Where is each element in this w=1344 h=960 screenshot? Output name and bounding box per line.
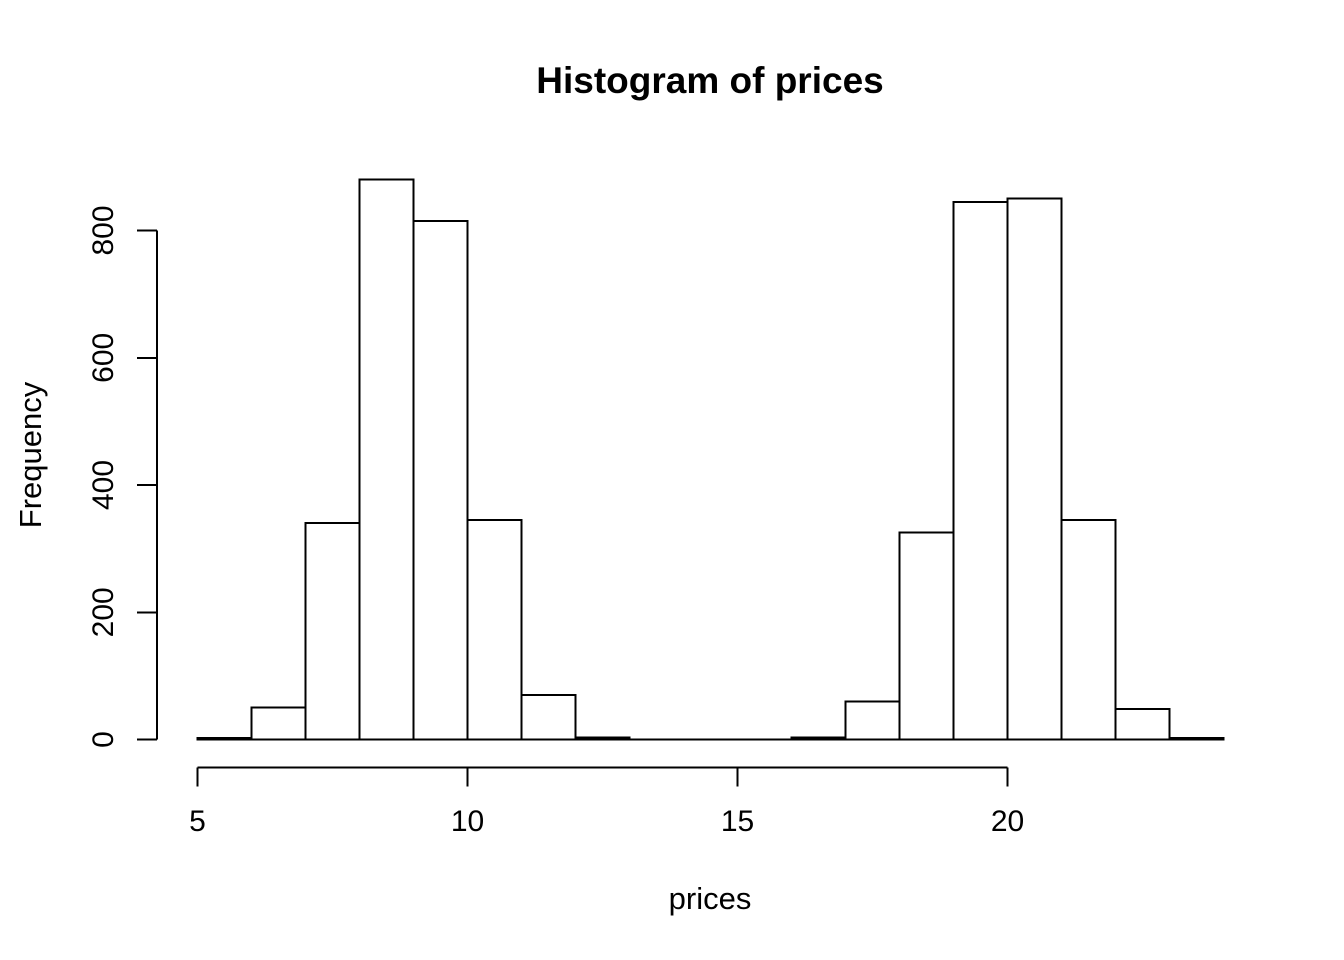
histogram-bar <box>1006 197 1063 741</box>
histogram-bars <box>196 178 1225 741</box>
histogram-bar <box>412 220 469 741</box>
x-axis-label: prices <box>669 881 752 916</box>
y-axis-label: Frequency <box>13 381 48 528</box>
y-tick-label: 0 <box>87 731 120 748</box>
y-axis: 0 200 400 600 800 <box>87 205 158 748</box>
histogram-bar <box>844 700 901 741</box>
histogram-bar <box>898 531 955 741</box>
y-tick-label: 400 <box>87 460 120 510</box>
histogram-bar <box>250 706 307 741</box>
histogram-bar <box>1114 708 1171 741</box>
chart-title: Histogram of prices <box>536 60 883 101</box>
y-tick-label: 800 <box>87 205 120 255</box>
histogram-bar <box>1060 519 1117 741</box>
x-tick-label: 20 <box>991 805 1024 838</box>
x-axis: 5 10 15 20 <box>189 766 1024 838</box>
histogram-bar <box>358 178 415 741</box>
histogram-bar <box>304 522 361 741</box>
y-tick-label: 200 <box>87 587 120 637</box>
histogram-bar <box>1168 737 1225 741</box>
histogram-bar <box>574 736 631 741</box>
x-tick-label: 5 <box>189 805 206 838</box>
histogram-bar <box>790 736 847 741</box>
y-tick-label: 600 <box>87 333 120 383</box>
histogram-bar <box>466 519 523 741</box>
histogram-bar <box>520 694 577 741</box>
histogram-bar <box>952 200 1009 741</box>
histogram-bar <box>196 737 253 741</box>
x-tick-label: 15 <box>721 805 754 838</box>
x-tick-label: 10 <box>451 805 484 838</box>
